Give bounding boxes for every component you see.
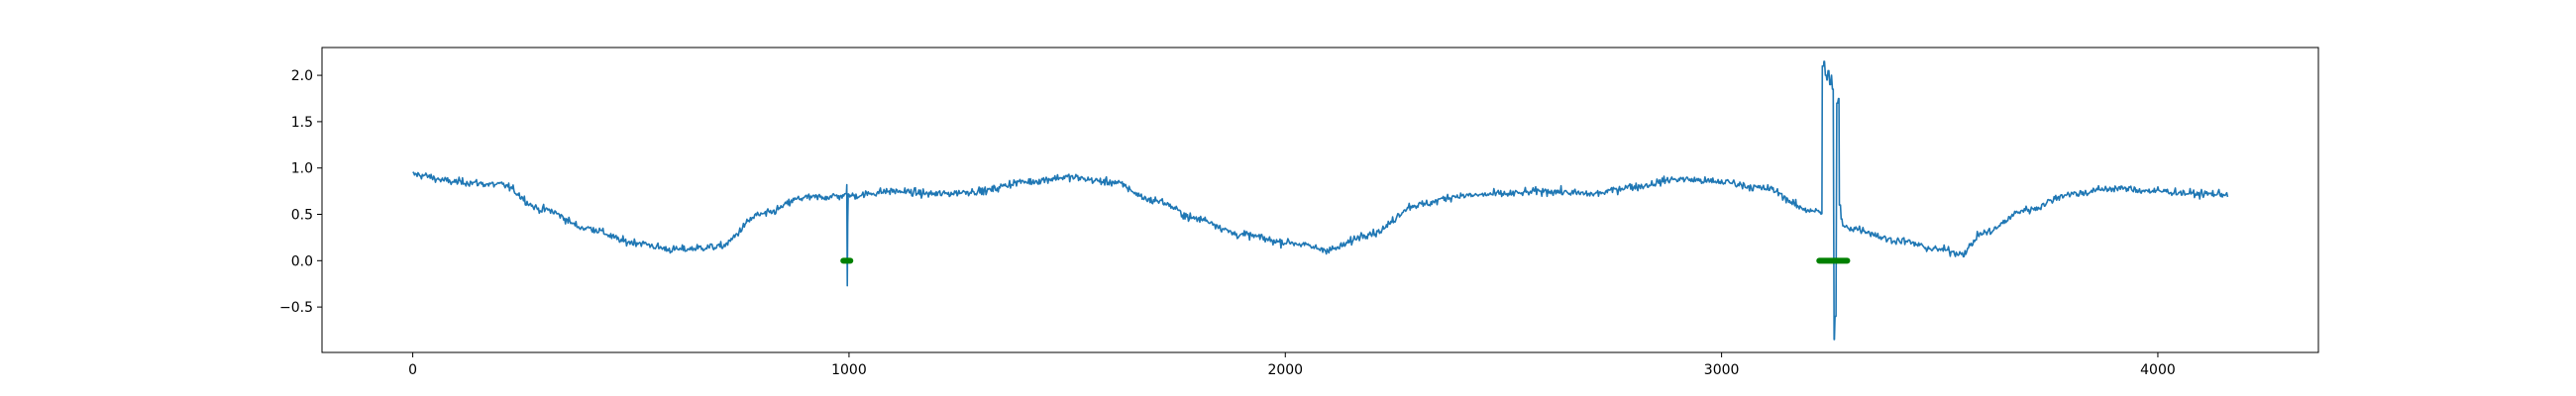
series-line: [412, 60, 2229, 341]
y-tick-label: 0.5: [291, 208, 313, 224]
plot-area: [321, 47, 2319, 353]
x-axis: 0 1000 2000 3000 4000: [408, 352, 2176, 378]
y-tick-label: 1.5: [291, 115, 313, 131]
y-tick-label: 2.0: [291, 68, 313, 84]
x-tick-label: 1000: [831, 362, 867, 378]
x-tick-label: 2000: [1267, 362, 1303, 378]
x-tick-label: 4000: [2140, 362, 2176, 378]
series-layer: [412, 60, 2229, 341]
x-tick-label: 3000: [1704, 362, 1740, 378]
axes-frame: [321, 47, 2319, 353]
y-tick-label: 1.0: [291, 161, 313, 177]
y-axis: −0.5 0.0 0.5 1.0 1.5 2.0: [279, 68, 322, 316]
y-tick-label: −0.5: [279, 300, 313, 316]
y-tick-label: 0.0: [291, 253, 313, 269]
x-tick-label: 0: [408, 362, 417, 378]
